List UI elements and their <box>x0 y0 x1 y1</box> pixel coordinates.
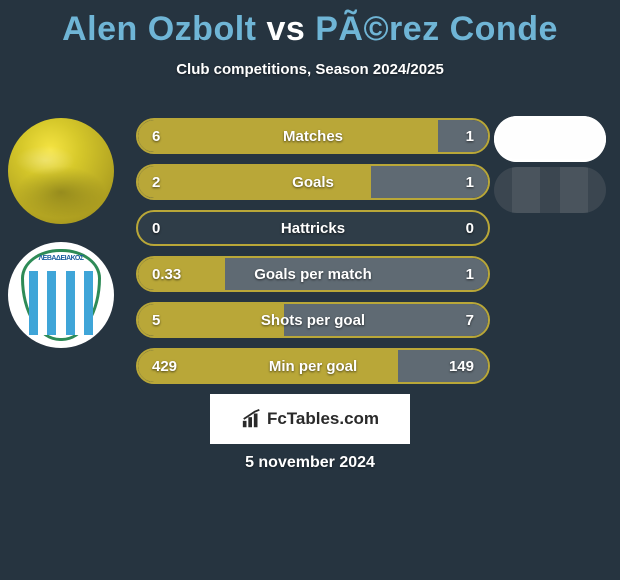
stat-value-right: 1 <box>418 266 488 283</box>
player1-name: Alen Ozbolt <box>62 10 256 48</box>
player1-avatar <box>8 118 114 224</box>
stat-bar: 5Shots per goal7 <box>136 302 490 338</box>
attribution-badge: FcTables.com <box>210 394 410 444</box>
club-name: ΛΕΒΑΔΕΙΑΚΟΣ <box>21 255 101 262</box>
player2-kit-pill <box>494 167 606 213</box>
stat-label: Shots per goal <box>208 312 418 329</box>
stat-value-left: 5 <box>138 312 208 329</box>
player2-name: PÃ©rez Conde <box>315 10 558 48</box>
stat-bar: 429Min per goal149 <box>136 348 490 384</box>
stat-bars: 6Matches12Goals10Hattricks00.33Goals per… <box>136 118 490 394</box>
stat-value-left: 0.33 <box>138 266 208 283</box>
stat-value-left: 429 <box>138 358 208 375</box>
stat-value-left: 6 <box>138 128 208 145</box>
chart-icon <box>241 408 263 430</box>
pill-column <box>494 116 606 218</box>
stat-label: Hattricks <box>208 220 418 237</box>
stat-bar: 2Goals1 <box>136 164 490 200</box>
stat-value-right: 7 <box>418 312 488 329</box>
stat-bar: 0Hattricks0 <box>136 210 490 246</box>
club-logo: ΛΕΒΑΔΕΙΑΚΟΣ <box>21 249 101 341</box>
stat-bar: 6Matches1 <box>136 118 490 154</box>
stat-value-left: 0 <box>138 220 208 237</box>
player1-kit-pill <box>494 116 606 162</box>
stat-label: Goals <box>208 174 418 191</box>
attribution-text: FcTables.com <box>267 409 379 429</box>
stat-label: Matches <box>208 128 418 145</box>
avatar-column: ΛΕΒΑΔΕΙΑΚΟΣ <box>8 118 114 366</box>
stat-value-right: 149 <box>418 358 488 375</box>
stat-bar: 0.33Goals per match1 <box>136 256 490 292</box>
stat-label: Min per goal <box>208 358 418 375</box>
stat-value-right: 1 <box>418 174 488 191</box>
date-text: 5 november 2024 <box>0 454 620 472</box>
stat-label: Goals per match <box>208 266 418 283</box>
club-avatar: ΛΕΒΑΔΕΙΑΚΟΣ <box>8 242 114 348</box>
stat-value-right: 0 <box>418 220 488 237</box>
stat-value-right: 1 <box>418 128 488 145</box>
page-title: Alen Ozbolt vs PÃ©rez Conde <box>0 0 620 49</box>
vs-text: vs <box>266 10 305 48</box>
stat-value-left: 2 <box>138 174 208 191</box>
subtitle: Club competitions, Season 2024/2025 <box>0 61 620 78</box>
